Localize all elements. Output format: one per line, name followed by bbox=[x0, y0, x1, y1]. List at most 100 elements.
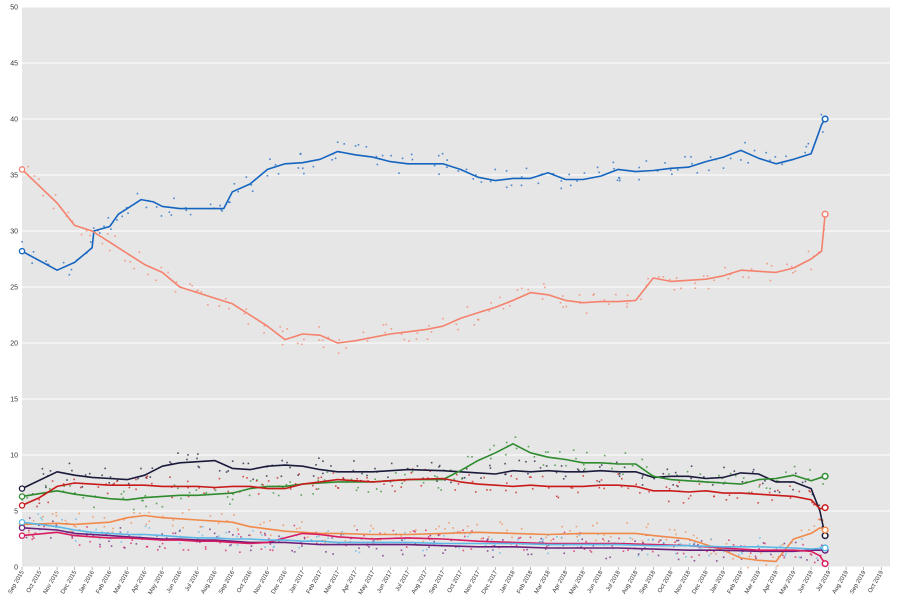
poll-dot bbox=[542, 538, 545, 541]
poll-dot bbox=[624, 452, 627, 454]
x-tick-label: Feb 2019 bbox=[727, 569, 745, 595]
series-line-ÖVP bbox=[21, 118, 826, 271]
poll-dot bbox=[433, 164, 436, 167]
poll-dot bbox=[41, 518, 43, 521]
poll-dot bbox=[790, 265, 793, 268]
poll-dot bbox=[515, 544, 518, 547]
poll-dot bbox=[21, 499, 23, 501]
poll-dot bbox=[66, 479, 68, 481]
poll-dot bbox=[225, 471, 228, 473]
poll-dot bbox=[245, 176, 248, 178]
poll-dot bbox=[350, 478, 353, 481]
poll-dot bbox=[219, 204, 221, 207]
poll-dot bbox=[668, 528, 671, 531]
poll-dot bbox=[303, 338, 305, 341]
poll-dot bbox=[367, 491, 370, 493]
poll-dot bbox=[668, 278, 671, 281]
poll-dot bbox=[263, 332, 265, 334]
poll-dot bbox=[806, 559, 808, 561]
poll-dot bbox=[520, 184, 523, 187]
poll-dot bbox=[554, 464, 556, 467]
poll-dot bbox=[104, 467, 106, 470]
poll-dot bbox=[820, 113, 823, 116]
poll-dot bbox=[776, 479, 778, 482]
poll-dot bbox=[92, 516, 94, 518]
poll-dot bbox=[489, 489, 492, 491]
poll-dot bbox=[533, 460, 536, 463]
poll-dot bbox=[256, 479, 258, 481]
poll-dot bbox=[108, 481, 111, 484]
poll-dot bbox=[789, 497, 792, 499]
poll-dot bbox=[71, 537, 74, 539]
poll-dot bbox=[38, 502, 41, 505]
poll-dot bbox=[463, 476, 466, 479]
poll-dot bbox=[798, 490, 801, 493]
poll-dot bbox=[138, 251, 141, 254]
x-tick-label: Jul 2016 bbox=[185, 569, 202, 592]
poll-dot bbox=[744, 141, 746, 144]
poll-dot bbox=[130, 522, 133, 524]
poll-dot bbox=[61, 518, 63, 521]
x-tick-label: Feb 2016 bbox=[96, 569, 114, 595]
poll-dot bbox=[54, 194, 57, 196]
series-start-marker bbox=[18, 502, 26, 509]
poll-dot bbox=[582, 469, 585, 472]
poll-dot bbox=[658, 539, 661, 542]
poll-dot bbox=[243, 312, 246, 315]
poll-dot bbox=[55, 511, 57, 514]
poll-dot bbox=[95, 528, 97, 531]
poll-dot bbox=[331, 158, 333, 161]
poll-dot bbox=[269, 549, 271, 551]
poll-dot bbox=[411, 470, 414, 473]
y-tick-label: 25 bbox=[10, 285, 18, 292]
poll-dot bbox=[337, 487, 339, 489]
poll-dot bbox=[320, 476, 323, 479]
poll-dot bbox=[769, 279, 772, 282]
poll-dot bbox=[177, 452, 179, 455]
poll-dot bbox=[416, 465, 419, 467]
poll-dot bbox=[36, 505, 38, 508]
poll-dot bbox=[122, 497, 124, 499]
series-line-SPÖ bbox=[21, 168, 826, 344]
series-line-KPÖ bbox=[21, 521, 826, 550]
x-tick-label: Jun 2016 bbox=[166, 569, 184, 594]
poll-dot bbox=[583, 172, 586, 174]
poll-dot bbox=[33, 175, 36, 177]
poll-dot bbox=[609, 535, 612, 538]
poll-dot bbox=[520, 528, 523, 530]
poll-dot bbox=[602, 538, 604, 540]
poll-dot bbox=[168, 211, 171, 213]
x-tick-label: Mar 2017 bbox=[323, 569, 341, 595]
poll-dot bbox=[282, 524, 285, 527]
poll-dot bbox=[127, 531, 129, 533]
poll-dot bbox=[760, 552, 762, 555]
poll-dot bbox=[798, 556, 801, 559]
poll-dot bbox=[379, 539, 382, 541]
poll-dot bbox=[161, 533, 164, 535]
poll-dot bbox=[817, 518, 820, 521]
poll-dot bbox=[794, 556, 797, 558]
poll-dot bbox=[186, 480, 189, 483]
poll-dot bbox=[41, 467, 44, 470]
poll-dot bbox=[669, 169, 672, 171]
poll-dot bbox=[93, 506, 95, 509]
poll-dot bbox=[682, 552, 685, 555]
poll-dot bbox=[710, 538, 713, 540]
poll-dot bbox=[794, 541, 797, 544]
poll-dot bbox=[398, 172, 400, 174]
poll-dot bbox=[713, 495, 715, 498]
poll-dot bbox=[677, 485, 679, 488]
poll-dot bbox=[425, 529, 427, 532]
poll-dot bbox=[571, 487, 574, 489]
poll-dot bbox=[676, 539, 678, 542]
poll-dot bbox=[410, 472, 413, 474]
poll-dot bbox=[577, 539, 579, 542]
poll-dot bbox=[801, 481, 804, 484]
x-tick-label: Oct 2015 bbox=[26, 569, 44, 594]
poll-dot bbox=[501, 523, 504, 525]
poll-dot bbox=[657, 554, 660, 557]
poll-dot bbox=[769, 159, 771, 162]
poll-dot bbox=[800, 529, 803, 532]
poll-dot bbox=[641, 458, 644, 461]
poll-dot bbox=[148, 520, 151, 523]
